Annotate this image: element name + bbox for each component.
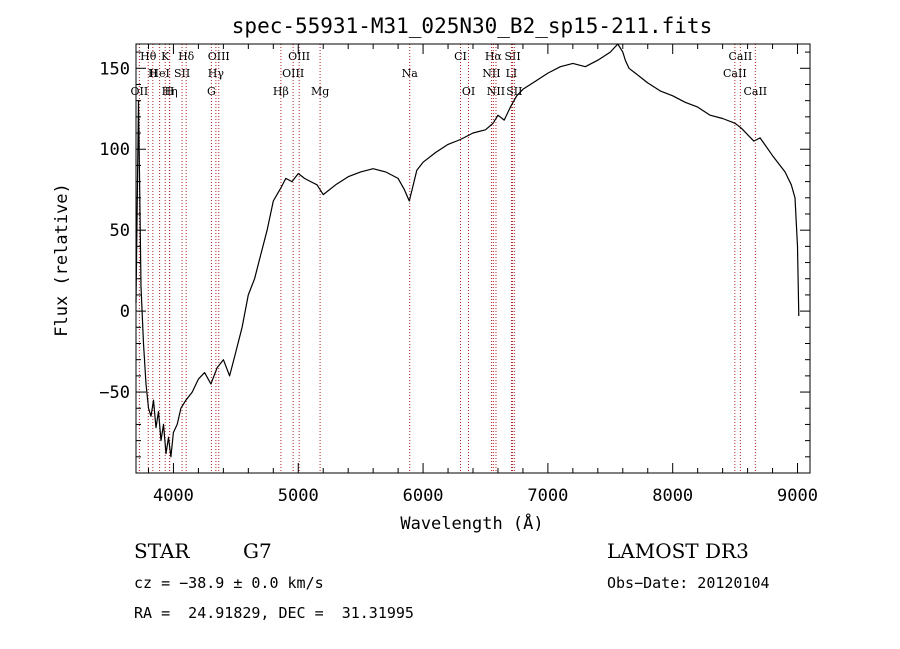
spectral-line-label: CaII: [723, 67, 747, 80]
spectral-line-label: K: [161, 50, 170, 63]
spectral-line-label: OIII: [208, 50, 230, 63]
chart-title: spec-55931-M31_025N30_B2_sp15-211.fits: [232, 14, 712, 38]
y-axis-label: Flux (relative): [52, 183, 72, 337]
x-tick-label: 8000: [652, 486, 693, 506]
series-layer: [135, 43, 800, 458]
spectral-line-label: OII: [131, 85, 149, 98]
class-label: STAR: [134, 539, 190, 563]
spectral-line-label: Hδ: [178, 50, 195, 63]
spectral-line-label: Hθ: [140, 50, 157, 63]
coordinates-text: RA = 24.91829, DEC = 31.31995: [134, 604, 414, 622]
spectral-line-label: NII: [482, 67, 500, 80]
spectral-line-label: OI: [462, 85, 475, 98]
spectral-line-label: Hη: [162, 85, 178, 98]
spectral-line-label: CaII: [743, 85, 767, 98]
spectral-line-label: SII: [504, 50, 520, 63]
spectral-line-label: NII: [487, 85, 505, 98]
x-tick-label: 9000: [777, 486, 818, 506]
y-tick-label: 100: [99, 140, 130, 160]
axes-layer: 4000 5000 6000 7000 8000 9000 −50 0 50 100 150: [99, 44, 818, 506]
x-axis-label: Wavelength (Å): [400, 512, 543, 534]
obs-date-text: Obs−Date: 20120104: [607, 574, 770, 592]
spectral-line-label: CI: [454, 50, 467, 63]
spectral-line-label: Na: [402, 67, 419, 80]
y-tick-label: −50: [99, 383, 130, 403]
spectral-line-label: Mg: [311, 85, 329, 98]
spectral-line-label: Hγ: [208, 67, 225, 80]
x-tick-label: 6000: [403, 486, 444, 506]
x-tick-label: 7000: [527, 486, 568, 506]
spectral-line-label: Hβ: [273, 85, 289, 98]
spectral-line-label: G: [207, 85, 216, 98]
spectral-line-label: CaII: [729, 50, 753, 63]
series-line-flux: [135, 43, 800, 458]
subclass-label: G7: [243, 539, 272, 563]
y-tick-label: 0: [120, 302, 130, 322]
spectral-line-label: OIII: [282, 67, 304, 80]
x-tick-label: 5000: [278, 486, 319, 506]
redshift-text: cz = −38.9 ± 0.0 km/s: [134, 574, 324, 592]
y-tick-label: 50: [110, 221, 130, 241]
survey-label: LAMOST DR3: [607, 539, 749, 563]
spectral-line-label: LI: [506, 67, 518, 80]
y-tick-label: 150: [99, 59, 130, 79]
spectral-line-label: SII: [174, 67, 190, 80]
plot-frame: [135, 43, 811, 474]
spectral-line-label: H: [165, 85, 175, 98]
spectral-line-label: OIII: [288, 50, 310, 63]
spectral-line-label: H: [148, 67, 158, 80]
spectral-line-label: HeI: [149, 67, 169, 80]
spectral-line-label: Hα: [485, 50, 503, 63]
x-tick-label: 4000: [153, 486, 194, 506]
